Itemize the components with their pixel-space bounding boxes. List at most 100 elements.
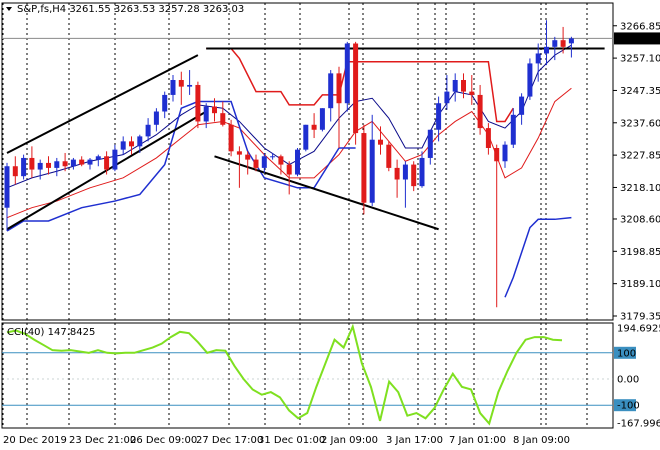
candle-bull [427,129,433,158]
candle-bear [129,141,134,147]
candle-bull [120,141,126,150]
price-tick-label: 3189.10 [620,279,660,290]
candle-bull [452,79,458,92]
candle-bear [394,167,400,180]
time-axis-label: 27 Dec 17:00 [196,435,263,446]
candle-bear [494,147,500,162]
candle-bull [187,84,193,87]
candle-bear [62,161,68,167]
time-axis-label: 8 Jan 09:00 [513,435,570,446]
candle-bear [361,133,367,203]
price-tick-label: 3218.10 [620,183,660,194]
cci-panel-frame [1,322,614,429]
moving-average-line [6,87,572,219]
candle-bear [353,43,359,134]
cci-tick-label: 194.6925 [617,324,660,335]
candle-bear [386,144,392,168]
price-tick-label: 3179.35 [620,312,660,323]
cci-level-badge [614,399,636,412]
candle-bull [261,156,267,168]
support-line-right [504,216,572,298]
candle-bull [153,111,159,125]
symbol-header: S&P,fs,H4 3261.55 3263.53 3257.28 3263.0… [17,4,244,15]
cci-tick-label: -167.9963 [617,419,660,430]
candle-bull [568,38,574,44]
candle-bear [236,151,242,155]
dropdown-arrow-icon [6,7,12,11]
candle-bull [37,162,43,170]
price-tick-label: 3237.60 [620,118,660,129]
candle-bull [203,106,209,122]
candle-bull [444,91,450,104]
cci-header: CCI(40) 147.8425 [7,327,95,338]
price-tick-label: 3266.85 [620,21,660,32]
candle-bear [311,124,317,130]
candle-bull [87,159,93,165]
candle-bull [295,149,300,175]
cci-panel: 194.6925 100 0.00 -100 -167.9963 [1,322,660,430]
candle-bear [469,91,475,95]
candle-bear [12,166,18,177]
candle-bull [95,156,101,160]
candle-bull [527,63,533,97]
cci-tick-label: -100 [617,401,640,412]
cci-tick-label: 100 [617,348,636,359]
candle-bear [79,159,85,165]
candle-bull [21,157,27,177]
candle-bear [228,124,234,152]
cci-tick-label: 0.00 [617,374,639,385]
candle-bear [245,154,251,160]
candle-bull [170,79,176,95]
price-tick-label: 3198.85 [620,247,660,258]
time-axis-label: 2 Jan 09:00 [321,435,378,446]
time-axis-label: 23 Dec 21:00 [69,435,136,446]
candle-bull [54,161,60,168]
price-tick-label: 3257.10 [620,54,660,65]
price-tick-label: 3227.85 [620,151,660,162]
candle-bear [485,128,491,148]
candle-bear [378,139,383,145]
candle-bull [402,164,408,180]
candle-bull [510,114,516,145]
current-price-label: 3263.03 [617,34,658,45]
candle-bull [552,40,558,47]
candle-bear [29,157,35,170]
time-axis-label: 20 Dec 2019 [3,435,67,446]
candle-bull [535,53,541,64]
time-axis-label: 31 Dec 01:00 [258,435,325,446]
cci-level-badge [614,346,636,359]
candle-bear [560,40,566,47]
price-panel-frame [1,2,614,321]
candle-bull [137,136,143,147]
candle-bear [212,106,217,114]
cci-line [6,323,563,426]
price-tick-label: 3247.35 [620,86,660,97]
candle-bear [220,113,226,125]
candle-bull [162,94,168,112]
candle-bear [178,79,184,87]
price-tick-label: 3208.60 [620,214,660,225]
current-price-badge [614,32,660,45]
candle-bull [112,149,118,170]
time-axis-label: 3 Jan 17:00 [386,435,443,446]
price-panel: 3266.85 3257.10 3247.35 3237.60 3227.85 3218.… [1,2,660,323]
candle-bull [270,156,276,158]
time-axis-label: 7 Jan 01:00 [449,435,506,446]
candle-bull [419,157,425,187]
candle-bull [145,124,151,137]
candle-bull [319,108,325,130]
candle-bull [328,73,334,109]
candle-bear [278,156,284,165]
candle-bear [104,156,110,170]
candle-bull [436,103,442,130]
candle-bull [4,166,10,208]
candle-bull [519,96,525,115]
candle-bull [303,124,309,150]
candle-bull [544,46,549,54]
candle-bull [70,159,76,167]
candle-bear [286,164,292,175]
candle-bear [195,84,201,122]
time-axis-label: 26 Dec 09:00 [130,435,197,446]
candle-bear [477,94,483,129]
